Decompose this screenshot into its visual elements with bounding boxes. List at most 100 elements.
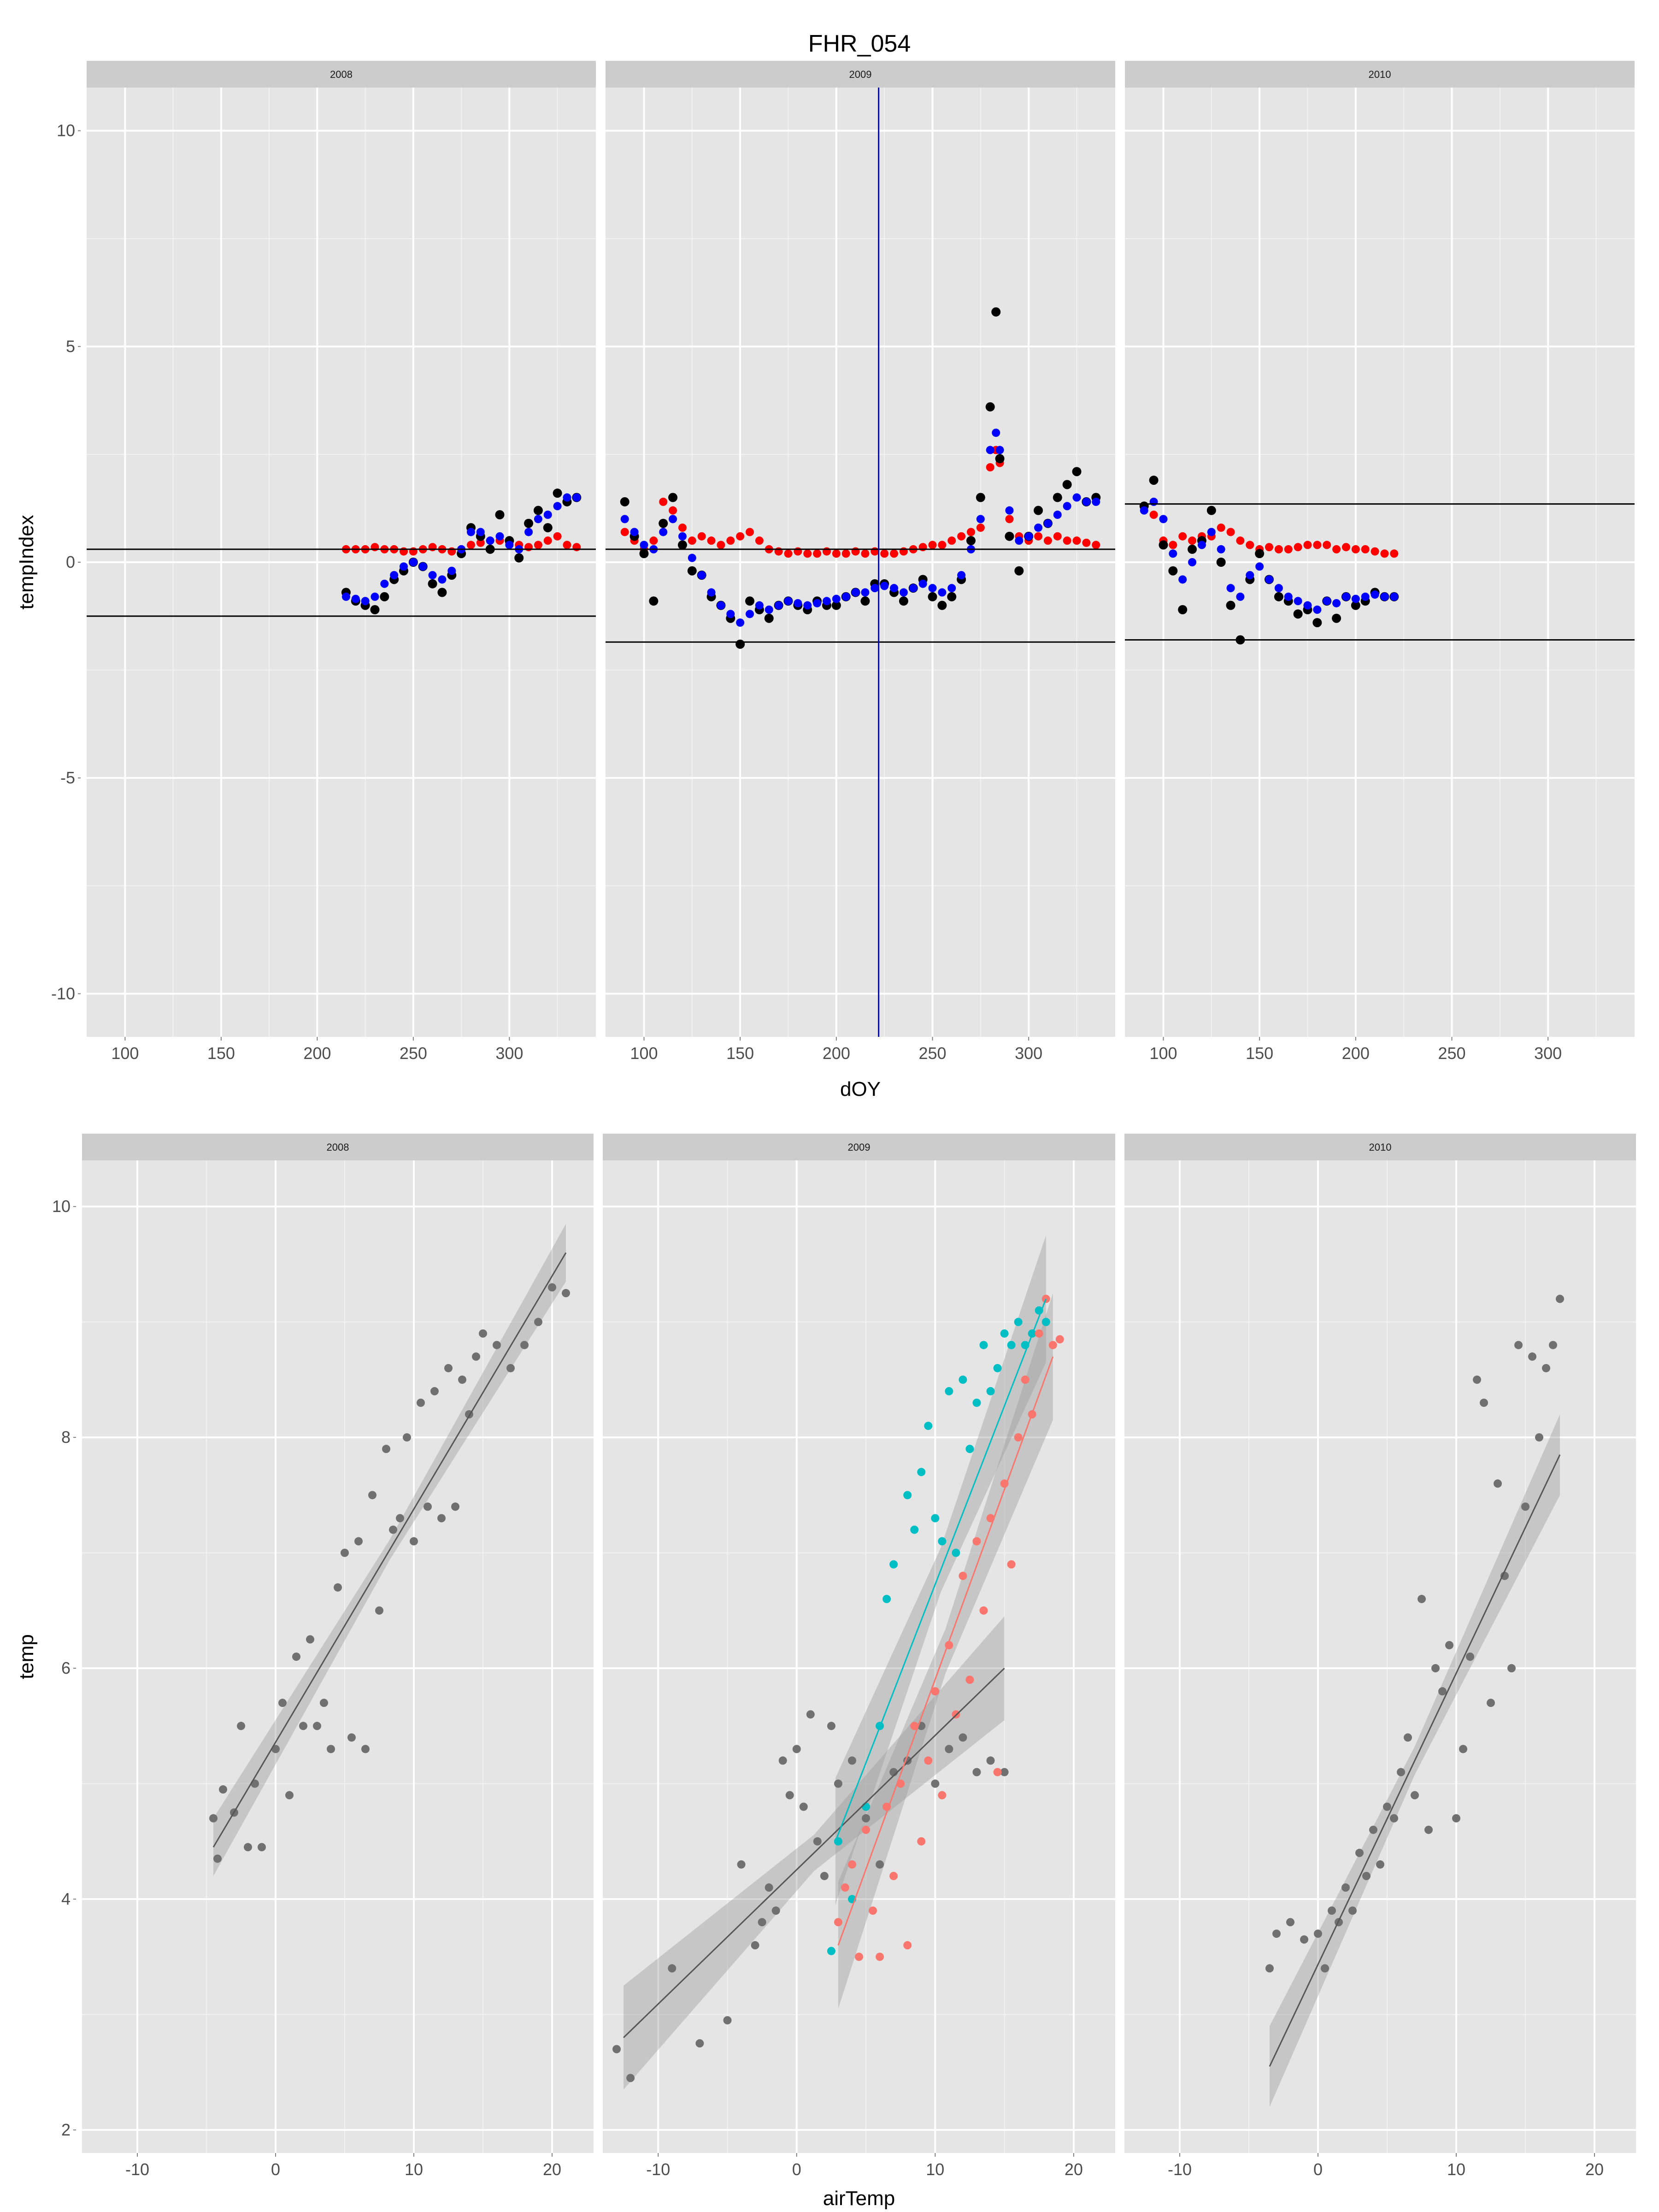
panel-content (603, 1160, 1115, 2153)
data-point-teal (959, 1375, 967, 1384)
data-point-black (1034, 506, 1043, 515)
data-point-red (736, 532, 745, 541)
data-point-blue (361, 597, 370, 606)
data-point-gray (799, 1802, 808, 1811)
data-point-black (677, 540, 687, 550)
data-point-teal (917, 1468, 926, 1477)
data-point-red (880, 549, 889, 558)
data-point-teal (1014, 1318, 1023, 1326)
data-point-black (735, 639, 745, 649)
data-point-blue (1207, 528, 1216, 536)
data-point-gray (785, 1791, 794, 1800)
data-point-salmon (1035, 1329, 1043, 1338)
data-point-salmon (993, 1768, 1002, 1777)
data-point-blue (409, 558, 418, 566)
data-point-red (784, 549, 793, 558)
data-point-red (409, 547, 418, 556)
data-point-teal (910, 1525, 919, 1534)
data-point-blue (1063, 502, 1071, 511)
data-point-gray (834, 1779, 842, 1788)
data-point-blue (918, 579, 927, 588)
data-point-blue (803, 601, 812, 610)
data-point-gray (1390, 1814, 1398, 1823)
data-point-red (476, 538, 485, 547)
data-point-black (495, 510, 505, 519)
data-point-blue (1303, 601, 1312, 610)
data-point-gray (285, 1791, 294, 1800)
data-point-gray (862, 1814, 871, 1823)
data-point-gray (765, 1883, 773, 1892)
data-point-black (1226, 600, 1235, 610)
data-point-blue (1043, 519, 1052, 528)
data-point-salmon (862, 1825, 871, 1834)
data-point-gray (1528, 1352, 1536, 1361)
x-tick-label: 300 (1015, 1044, 1042, 1063)
data-point-red (1005, 515, 1014, 524)
data-point-blue (1034, 524, 1043, 532)
data-point-gray (368, 1491, 377, 1500)
data-point-gray (451, 1502, 459, 1511)
data-point-blue (1313, 606, 1322, 614)
x-tick-label: 100 (111, 1044, 139, 1063)
fit-line-gray (623, 1667, 1005, 2038)
data-point-red (1371, 547, 1379, 556)
data-point-red (774, 547, 783, 556)
data-point-salmon (1055, 1335, 1064, 1344)
data-point-gray (1411, 1791, 1419, 1800)
data-point-blue (572, 493, 581, 502)
data-point-gray (213, 1854, 222, 1863)
data-point-red (986, 463, 994, 471)
data-point-red (1236, 536, 1245, 545)
data-point-blue (1005, 506, 1014, 515)
x-tick-label: 250 (1438, 1044, 1465, 1063)
facet-panel-2008: 2008 -10 0 10 20 (82, 1134, 594, 2179)
y-tick-label: 0 (66, 553, 75, 571)
data-point-blue (524, 528, 533, 536)
data-point-salmon (889, 1871, 898, 1880)
data-point-gray (986, 1756, 995, 1765)
data-point-gray (771, 1906, 780, 1915)
data-point-red (861, 549, 870, 558)
data-point-blue (351, 594, 360, 603)
data-point-red (794, 547, 802, 556)
y-tick-label: 2 (61, 2120, 71, 2139)
data-point-gray (1355, 1848, 1364, 1857)
data-point-blue (669, 515, 677, 524)
data-point-teal (882, 1594, 891, 1603)
data-point-gray (534, 1318, 542, 1326)
data-point-black (687, 566, 697, 576)
data-point-black (1293, 609, 1303, 619)
data-point-red (966, 528, 975, 536)
panel-content (87, 88, 596, 1037)
fit-line-teal (835, 1299, 1047, 1842)
data-point-gray (1507, 1664, 1516, 1673)
facet-strip-label: 2008 (327, 1141, 349, 1153)
facet-panel-2009: 2009 -10 0 10 20 (603, 1134, 1115, 2179)
data-point-gray (375, 1606, 383, 1615)
data-point-blue (1082, 497, 1091, 506)
data-point-gray (299, 1722, 307, 1730)
data-point-blue (1024, 532, 1033, 541)
data-point-gray (1376, 1860, 1384, 1869)
data-point-blue (784, 597, 793, 606)
data-point-red (466, 541, 475, 549)
data-point-red (1361, 545, 1370, 553)
data-point-red (918, 543, 927, 552)
data-point-red (1217, 524, 1225, 532)
data-point-red (832, 549, 841, 558)
data-point-gray (1369, 1825, 1377, 1834)
data-point-red (746, 528, 754, 536)
data-point-gray (1265, 1964, 1274, 1973)
data-point-gray (347, 1733, 356, 1742)
data-point-blue (1140, 506, 1148, 515)
data-point-blue (813, 599, 822, 607)
x-tick-label: 0 (271, 2160, 280, 2179)
data-point-gray (396, 1514, 404, 1523)
x-tick-label: -10 (1168, 2160, 1192, 2179)
data-point-gray (1473, 1375, 1481, 1384)
data-point-blue (861, 588, 870, 597)
data-point-gray (562, 1289, 570, 1298)
data-point-salmon (847, 1860, 856, 1869)
data-point-black (533, 506, 543, 515)
data-point-blue (765, 606, 773, 614)
